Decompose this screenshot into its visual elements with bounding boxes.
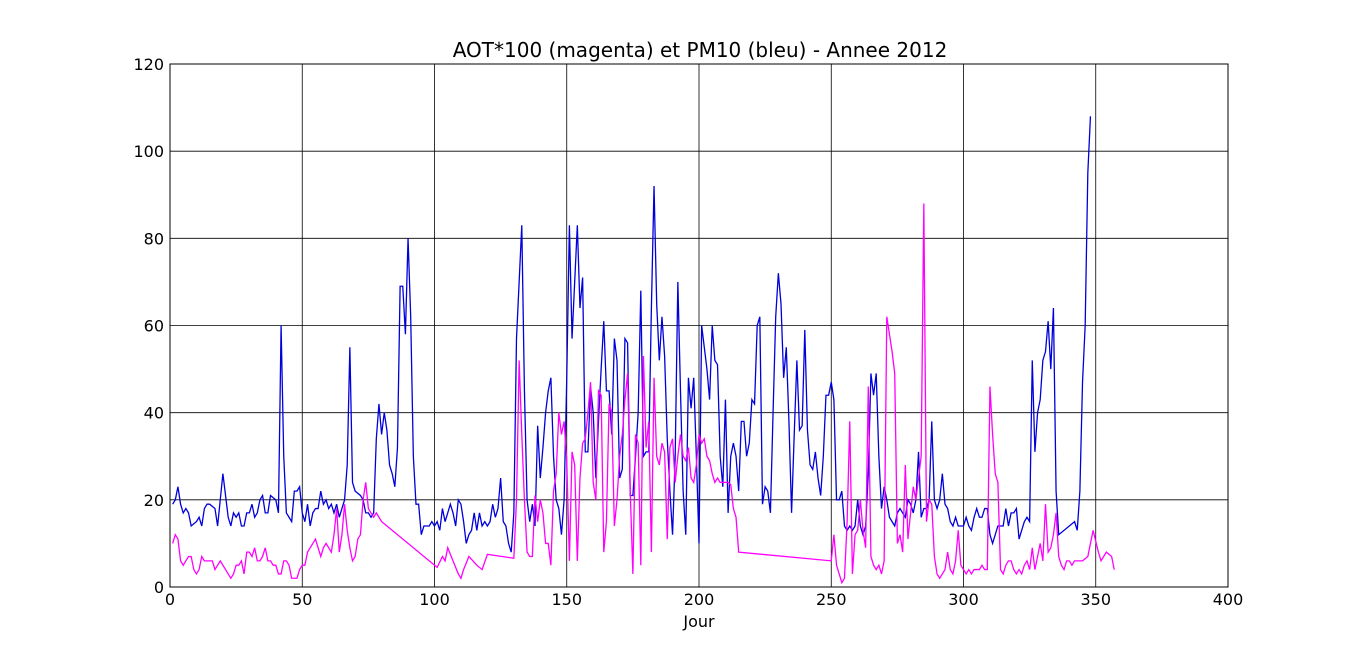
x-tick-label: 50 (292, 590, 312, 609)
x-tick-label: 400 (1213, 590, 1244, 609)
x-axis-label: Jour (682, 612, 715, 631)
x-tick-label: 250 (816, 590, 847, 609)
chart-title: AOT*100 (magenta) et PM10 (bleu) - Annee… (453, 38, 948, 62)
y-tick-label: 60 (144, 317, 164, 336)
plot-frame (169, 63, 1229, 588)
y-tick-label: 100 (133, 142, 164, 161)
x-tick-label: 350 (1080, 590, 1111, 609)
x-tick-label: 150 (551, 590, 582, 609)
x-tick-label: 100 (419, 590, 450, 609)
y-tick-label: 40 (144, 404, 164, 423)
data-line (172, 116, 1092, 553)
y-tick-label: 0 (154, 578, 164, 597)
y-tick-label: 120 (133, 55, 164, 74)
y-tick-label: 80 (144, 229, 164, 248)
data-line (172, 203, 1115, 585)
y-tick-label: 20 (144, 491, 164, 510)
x-tick-label: 0 (165, 590, 175, 609)
x-tick-label: 300 (948, 590, 979, 609)
x-tick-label: 200 (684, 590, 715, 609)
